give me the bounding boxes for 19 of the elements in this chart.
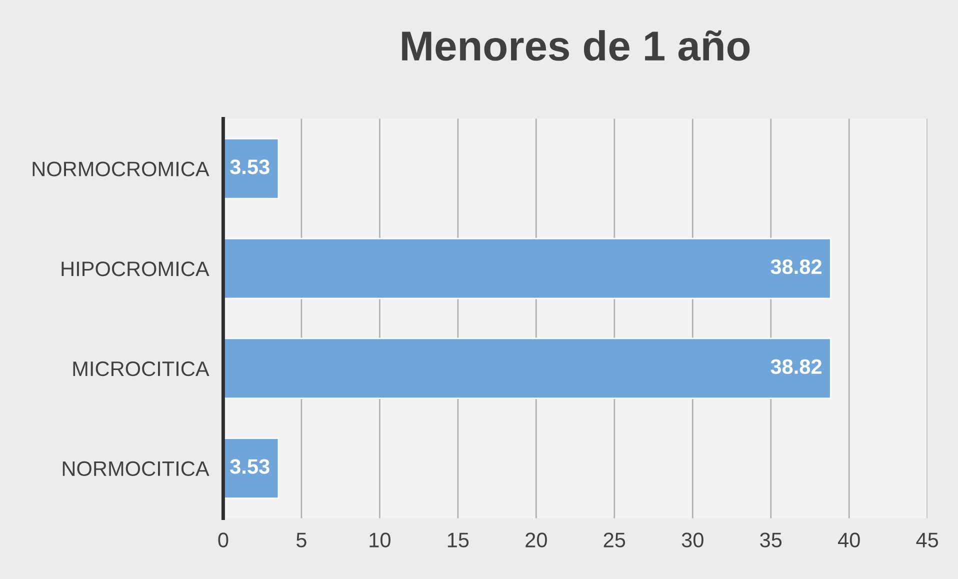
x-tick-label: 30: [682, 532, 704, 548]
x-tick-label: 35: [760, 532, 782, 548]
x-tick-label: 40: [838, 532, 860, 548]
y-tick-label: MICROCITICA: [73, 361, 210, 376]
x-tick-label: 15: [448, 532, 469, 548]
x-tick-label: 10: [370, 532, 390, 548]
data-label: 3.53: [230, 459, 270, 474]
x-tick-label: 20: [526, 532, 547, 548]
data-label: 3.53: [230, 159, 270, 174]
y-tick-label: HIPOCROMICA: [62, 262, 210, 276]
x-tick-label: 5: [296, 532, 306, 548]
data-label: 38.82: [770, 359, 822, 374]
chart-title: Menores de 1 año: [402, 30, 750, 61]
y-tick-label: NORMOCITICA: [62, 461, 210, 476]
x-tick-label: 25: [604, 532, 626, 548]
data-label: 38.82: [770, 259, 822, 274]
x-tick-label: 45: [916, 532, 938, 548]
x-tick-label: 0: [218, 532, 228, 548]
y-tick-label: NORMOCROMICA: [32, 162, 210, 176]
